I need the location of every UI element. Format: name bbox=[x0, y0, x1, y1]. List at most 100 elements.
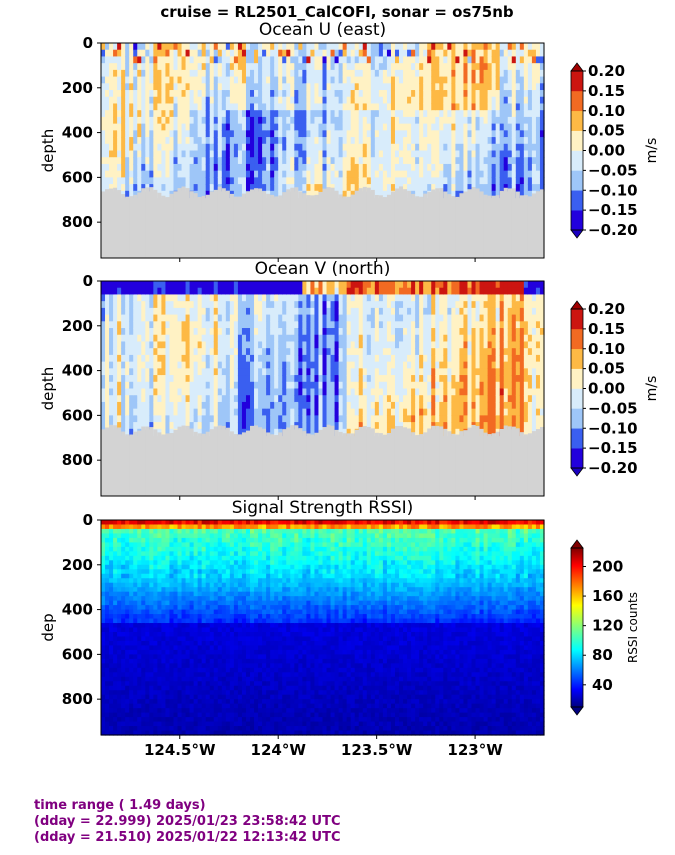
heatmap-cell bbox=[217, 170, 223, 178]
heatmap-cell bbox=[266, 116, 271, 125]
heatmap-cell bbox=[314, 116, 320, 125]
heatmap-cell bbox=[314, 130, 320, 138]
heatmap-cell bbox=[386, 150, 392, 158]
heatmap-cell bbox=[137, 83, 142, 91]
heatmap-cell bbox=[270, 328, 275, 336]
heatmap-cell bbox=[475, 90, 481, 98]
heatmap-cell bbox=[233, 177, 239, 185]
heatmap-cell bbox=[157, 69, 163, 78]
heatmap-cell bbox=[254, 314, 259, 322]
heatmap-cell bbox=[338, 287, 344, 296]
heatmap-cell bbox=[197, 163, 203, 172]
heatmap-cell bbox=[101, 395, 106, 403]
heatmap-cell bbox=[503, 184, 509, 192]
heatmap-cell bbox=[141, 163, 146, 172]
heatmap-cell bbox=[459, 157, 465, 165]
heatmap-cell bbox=[435, 341, 440, 349]
heatmap-cell bbox=[233, 375, 239, 383]
heatmap-cell bbox=[237, 177, 243, 185]
heatmap-cell bbox=[286, 294, 291, 302]
heatmap-cell bbox=[370, 177, 376, 185]
heatmap-cell bbox=[346, 137, 352, 145]
heatmap-cell bbox=[169, 348, 175, 356]
heatmap-cell bbox=[125, 63, 130, 71]
heatmap-cell bbox=[221, 361, 227, 369]
heatmap-cell bbox=[535, 177, 541, 185]
heatmap-cell bbox=[322, 287, 328, 296]
heatmap-cell bbox=[427, 184, 432, 192]
heatmap-cell bbox=[286, 130, 291, 138]
heatmap-cell bbox=[237, 361, 243, 369]
heatmap-cell bbox=[443, 76, 448, 84]
heatmap-cell bbox=[346, 157, 352, 165]
heatmap-cell bbox=[435, 395, 440, 403]
heatmap-cell bbox=[306, 375, 312, 383]
heatmap-cell bbox=[487, 116, 493, 125]
heatmap-cell bbox=[137, 348, 142, 356]
heatmap-cell bbox=[326, 110, 332, 118]
heatmap-cell bbox=[447, 83, 452, 91]
heatmap-cell bbox=[350, 415, 356, 423]
heatmap-cell bbox=[314, 281, 320, 289]
heatmap-cell bbox=[358, 83, 364, 91]
heatmap-cell bbox=[189, 163, 195, 172]
heatmap-cell bbox=[229, 341, 235, 349]
heatmap-cell bbox=[205, 143, 211, 152]
heatmap-cell bbox=[185, 354, 191, 363]
heatmap-cell bbox=[491, 401, 497, 410]
heatmap-cell bbox=[201, 301, 207, 309]
heatmap-cell bbox=[282, 422, 287, 430]
heatmap-cell bbox=[463, 321, 469, 329]
heatmap-cell bbox=[254, 56, 259, 64]
heatmap-cell bbox=[475, 328, 481, 336]
heatmap-cell bbox=[165, 103, 171, 111]
heatmap-cell bbox=[141, 408, 146, 416]
heatmap-cell bbox=[346, 408, 352, 416]
heatmap-cell bbox=[471, 328, 477, 336]
heatmap-cell bbox=[435, 123, 440, 131]
colorbar-segment bbox=[571, 90, 583, 112]
no-data-region bbox=[318, 429, 324, 496]
heatmap-cell bbox=[109, 49, 114, 58]
heatmap-cell bbox=[523, 130, 529, 138]
no-data-region bbox=[298, 428, 303, 496]
heatmap-cell bbox=[177, 103, 183, 111]
heatmap-cell bbox=[286, 83, 291, 91]
heatmap-cell bbox=[382, 170, 388, 178]
heatmap-cell bbox=[133, 401, 138, 410]
heatmap-cell bbox=[423, 341, 428, 349]
heatmap-cell bbox=[447, 422, 452, 430]
heatmap-cell bbox=[197, 375, 203, 383]
heatmap-cell bbox=[350, 116, 356, 125]
heatmap-cell bbox=[181, 408, 187, 416]
heatmap-cell bbox=[374, 130, 380, 138]
heatmap-cell bbox=[362, 163, 368, 172]
heatmap-cell bbox=[225, 150, 231, 158]
heatmap-cell bbox=[475, 375, 481, 383]
heatmap-cell bbox=[314, 287, 320, 296]
heatmap-cell bbox=[390, 96, 396, 105]
heatmap-cell bbox=[229, 294, 235, 302]
heatmap-cell bbox=[362, 301, 368, 309]
heatmap-cell bbox=[274, 76, 279, 84]
heatmap-cell bbox=[403, 361, 408, 369]
heatmap-cell bbox=[403, 43, 408, 51]
colorbar: 0.200.150.100.050.00−0.05−0.10−0.15−0.20… bbox=[570, 62, 660, 239]
heatmap-cell bbox=[177, 281, 183, 289]
heatmap-cell bbox=[306, 281, 312, 289]
heatmap-cell bbox=[394, 103, 400, 111]
heatmap-cell bbox=[382, 184, 388, 192]
heatmap-cell bbox=[290, 123, 295, 131]
heatmap-cell bbox=[403, 76, 408, 84]
heatmap-cell bbox=[189, 422, 195, 430]
heatmap-cell bbox=[237, 163, 243, 172]
heatmap-cell bbox=[403, 375, 408, 383]
heatmap-cell bbox=[237, 76, 243, 84]
no-data-region bbox=[483, 194, 489, 258]
heatmap-cell bbox=[407, 321, 412, 329]
heatmap-cell bbox=[125, 137, 130, 145]
heatmap-cell bbox=[527, 63, 533, 71]
no-data-region bbox=[455, 434, 461, 496]
heatmap-cell bbox=[145, 76, 150, 84]
heatmap-cell bbox=[229, 76, 235, 84]
